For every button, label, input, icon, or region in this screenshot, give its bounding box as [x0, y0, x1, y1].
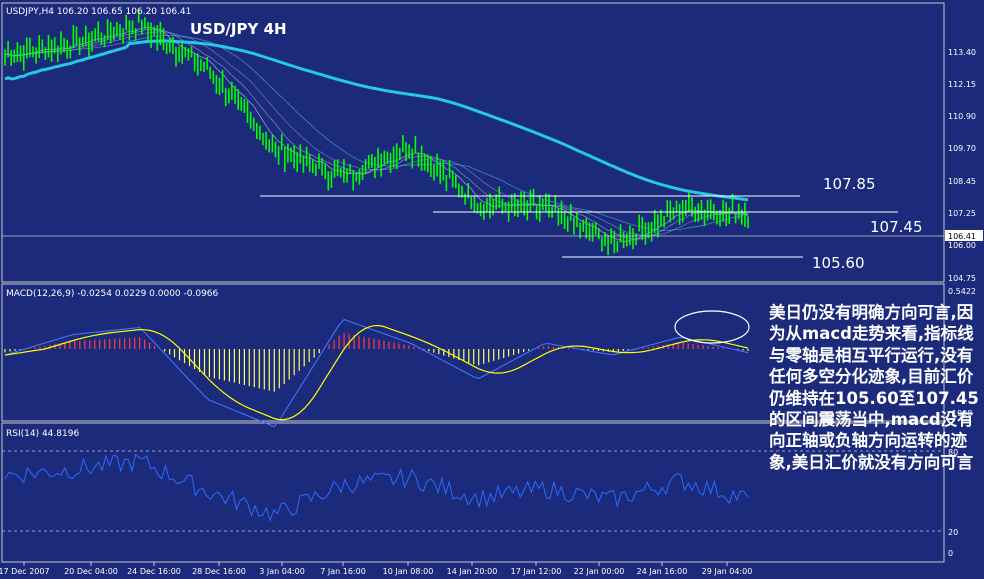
y-tick: 107.25: [948, 209, 976, 218]
x-tick-label: 3 Jan 04:00: [259, 567, 305, 576]
x-tick-label: 24 Dec 16:00: [127, 567, 181, 576]
x-tick-label: 22 Jan 00:00: [574, 567, 625, 576]
price-panel-frame: [1, 2, 945, 283]
last-price-box: [945, 230, 983, 241]
macd-panel-frame: [1, 283, 945, 422]
x-tick-label: 10 Jan 08:00: [383, 567, 434, 576]
annotation-text: 美日仍没有明确方向可言,因为从macd走势来看,指标线与零轴是相互平行运行,没有…: [769, 303, 979, 472]
rsi-tick: 0: [948, 549, 953, 558]
price-series: [4, 10, 749, 256]
y-tick: 106.00: [948, 241, 976, 250]
y-tick: 108.45: [948, 177, 976, 186]
macd-top-tick: 0.5422: [948, 287, 976, 296]
x-tick-label: 17 Dec 2007: [0, 567, 50, 576]
rsi-series: [4, 453, 749, 523]
long-moving-average-line: [4, 39, 749, 202]
y-tick: 113.40: [948, 48, 976, 57]
y-tick: 110.90: [948, 112, 976, 121]
x-tick-label: 17 Jan 12:00: [511, 567, 562, 576]
y-tick: 104.75: [948, 274, 976, 283]
highlight-ellipse: [674, 310, 750, 344]
level-label-105-60: 105.60: [812, 254, 865, 272]
moving-average-line: [4, 34, 749, 231]
macd-header: MACD(12,26,9) -0.0254 0.0229 0.0000 -0.0…: [6, 289, 219, 299]
rsi-tick: 20: [948, 528, 958, 537]
rsi-tick: 80: [948, 448, 958, 457]
chart-title: USD/JPY 4H: [190, 20, 287, 38]
rsi-line: [4, 453, 749, 523]
x-tick-label: 14 Jan 20:00: [447, 567, 498, 576]
macd-series: [4, 318, 749, 428]
last-price-label: 106.41: [948, 232, 976, 241]
macd-signal-line: [4, 324, 749, 421]
x-tick-label: 29 Jan 04:00: [702, 567, 753, 576]
rsi-panel-frame: [1, 422, 945, 563]
x-axis: 17 Dec 2007 20 Dec 04:00 24 Dec 16:00 28 De…: [0, 562, 752, 576]
y-tick: 112.15: [948, 80, 976, 89]
level-label-107-45: 107.45: [870, 218, 923, 236]
x-tick-label: 7 Jan 16:00: [320, 567, 366, 576]
macd-bottom-tick: 1908: [952, 409, 972, 418]
rsi-header: RSI(14) 44.8196: [6, 429, 79, 439]
y-tick: 109.70: [948, 144, 976, 153]
x-tick-label: 24 Jan 16:00: [637, 567, 688, 576]
x-tick-label: 20 Dec 04:00: [64, 567, 118, 576]
x-tick-label: 28 Dec 16:00: [192, 567, 246, 576]
price-header: USDJPY,H4 106.20 106.65 106.20 106.41: [6, 7, 191, 17]
level-label-107-85: 107.85: [823, 175, 876, 193]
